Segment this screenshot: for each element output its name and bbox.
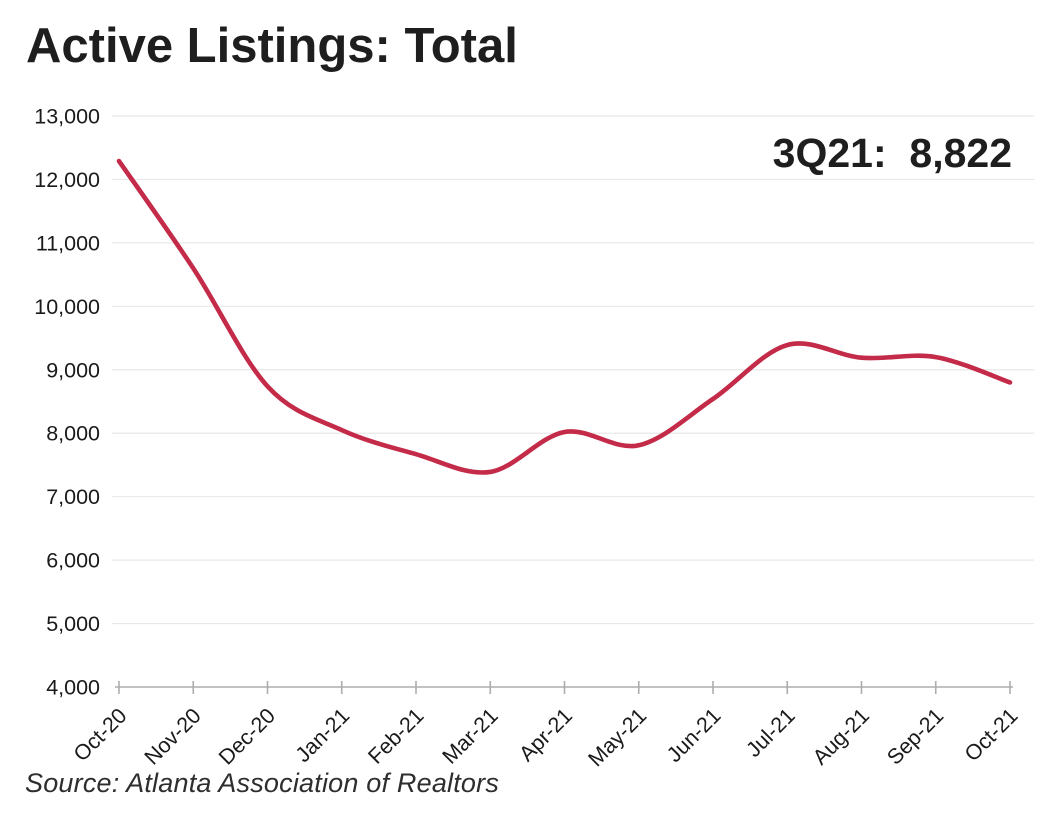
y-axis-label: 12,000 <box>34 168 100 192</box>
x-axis-label: Oct-21 <box>960 704 1023 767</box>
x-axis-label: Nov-20 <box>140 704 206 770</box>
y-axis-label: 8,000 <box>46 422 100 446</box>
x-axis-label: May-21 <box>584 704 652 772</box>
x-axis-label: Feb-21 <box>363 704 428 769</box>
x-axis-label: Sep-21 <box>882 704 948 770</box>
y-axis-label: 6,000 <box>46 549 100 573</box>
x-axis-label: Jul-21 <box>741 704 799 762</box>
callout-value: 3Q21: 8,822 <box>772 130 1012 176</box>
y-axis-label: 7,000 <box>46 485 100 509</box>
chart-title: Active Listings: Total <box>26 19 518 73</box>
x-axis-label: Dec-20 <box>214 704 280 770</box>
y-axis-label: 5,000 <box>46 612 100 636</box>
y-axis-label: 10,000 <box>34 295 100 319</box>
y-axis-label: 11,000 <box>36 231 100 255</box>
trend-line <box>116 158 1013 475</box>
x-axis-label: Jun-21 <box>662 704 725 767</box>
x-axis-label: Aug-21 <box>808 704 874 770</box>
y-axis-label: 13,000 <box>34 105 100 129</box>
y-axis-label: 9,000 <box>46 358 100 382</box>
y-axis-label: 4,000 <box>46 676 100 700</box>
x-axis-label: Oct-20 <box>69 704 132 767</box>
source-note: Source: Atlanta Association of Realtors <box>25 768 500 798</box>
x-axis-label: Apr-21 <box>514 704 577 767</box>
x-axis-label: Mar-21 <box>438 704 503 769</box>
x-axis-label: Jan-21 <box>291 704 354 767</box>
